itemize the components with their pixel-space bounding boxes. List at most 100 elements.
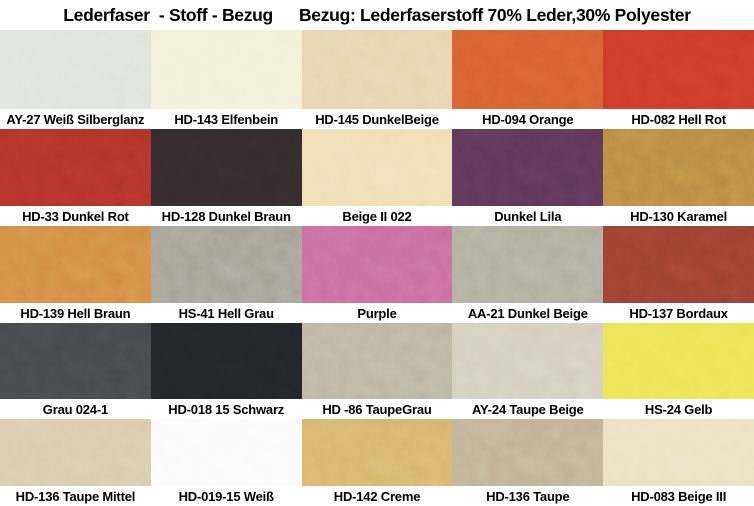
leather-texture	[150, 30, 302, 109]
leather-texture	[0, 323, 151, 399]
swatch-color-sample	[452, 419, 604, 486]
swatch-label: HS-24 Gelb	[603, 399, 754, 419]
leather-texture	[0, 129, 151, 206]
page-title: Lederfaser - Stoff - Bezug Bezug: Lederf…	[0, 0, 754, 30]
swatch-label: HD-018 15 Schwarz	[150, 399, 302, 419]
swatch-grid: AY-27 Weiß Silberglanz HD-143 Elfenbein HD…	[0, 30, 754, 506]
swatch-label: HD-128 Dunkel Braun	[150, 206, 302, 226]
swatch-cell: HD-137 Bordaux	[603, 226, 754, 323]
leather-texture	[603, 129, 754, 206]
leather-texture	[150, 323, 302, 399]
leather-texture	[150, 419, 302, 486]
swatch-cell: HD-018 15 Schwarz	[150, 323, 302, 419]
swatch-cell: AY-27 Weiß Silberglanz	[0, 30, 151, 129]
swatch-label: HD-33 Dunkel Rot	[0, 206, 151, 226]
swatch-color-sample	[452, 226, 604, 303]
swatch-color-sample	[452, 30, 604, 109]
swatch-color-sample	[0, 226, 151, 303]
swatch-cell: AY-24 Taupe Beige	[452, 323, 604, 419]
swatch-color-sample	[0, 323, 151, 399]
swatch-cell: HD-128 Dunkel Braun	[150, 129, 302, 226]
swatch-label: HD-143 Elfenbein	[150, 109, 302, 129]
leather-texture	[603, 30, 754, 109]
leather-texture	[150, 129, 302, 206]
swatch-cell: HD-094 Orange	[452, 30, 604, 129]
swatch-label: Beige II 022	[301, 206, 453, 226]
swatch-label: HS-41 Hell Grau	[150, 303, 302, 323]
leather-texture	[603, 419, 754, 486]
leather-texture	[301, 323, 453, 399]
swatch-label: HD-142 Creme	[301, 486, 453, 506]
page-title-right: Bezug: Lederfaserstoff 70% Leder,30% Pol…	[298, 4, 691, 25]
swatch-color-sample	[150, 323, 302, 399]
swatch-cell: HD-082 Hell Rot	[603, 30, 754, 129]
swatch-label: Dunkel Lila	[452, 206, 604, 226]
swatch-color-sample	[150, 129, 302, 206]
swatch-cell: HD-143 Elfenbein	[150, 30, 302, 129]
swatch-color-sample	[301, 226, 453, 303]
swatch-cell: Purple	[301, 226, 453, 323]
swatch-color-sample	[150, 30, 302, 109]
leather-texture	[452, 323, 604, 399]
swatch-label: Purple	[301, 303, 453, 323]
swatch-cell: HD-145 DunkelBeige	[301, 30, 453, 129]
swatch-color-sample	[301, 323, 453, 399]
leather-texture	[452, 129, 604, 206]
swatch-label: HD-082 Hell Rot	[603, 109, 754, 129]
swatch-cell: HD-139 Hell Braun	[0, 226, 151, 323]
swatch-color-sample	[0, 419, 151, 486]
swatch-label: HD -86 TaupeGrau	[301, 399, 453, 419]
swatch-cell: HD-142 Creme	[301, 419, 453, 506]
leather-texture	[452, 30, 604, 109]
swatch-label: HD-137 Bordaux	[603, 303, 754, 323]
leather-texture	[452, 226, 604, 303]
swatch-cell: HD-136 Taupe Mittel	[0, 419, 151, 506]
swatch-color-sample	[301, 129, 453, 206]
swatch-cell: HD-136 Taupe	[452, 419, 604, 506]
swatch-label: Grau 024-1	[0, 399, 151, 419]
swatch-cell: Grau 024-1	[0, 323, 151, 419]
swatch-label: HD-145 DunkelBeige	[301, 109, 453, 129]
swatch-color-sample	[452, 323, 604, 399]
swatch-color-sample	[150, 419, 302, 486]
leather-texture	[603, 323, 754, 399]
swatch-color-sample	[603, 30, 754, 109]
swatch-cell: HD-130 Karamel	[603, 129, 754, 226]
leather-texture	[603, 226, 754, 303]
swatch-label: HD-094 Orange	[452, 109, 604, 129]
leather-texture	[301, 419, 453, 486]
swatch-label: HD-136 Taupe Mittel	[0, 486, 151, 506]
page-title-left: Lederfaser - Stoff - Bezug	[63, 4, 273, 25]
swatch-label: HD-083 Beige III	[603, 486, 754, 506]
swatch-label: AA-21 Dunkel Beige	[452, 303, 604, 323]
swatch-color-sample	[603, 226, 754, 303]
swatch-color-sample	[301, 419, 453, 486]
swatch-color-sample	[150, 226, 302, 303]
swatch-cell: HD-083 Beige III	[603, 419, 754, 506]
swatch-color-sample	[0, 129, 151, 206]
swatch-color-sample	[603, 129, 754, 206]
swatch-cell: Beige II 022	[301, 129, 453, 226]
swatch-cell: HD-33 Dunkel Rot	[0, 129, 151, 226]
swatch-cell: Dunkel Lila	[452, 129, 604, 226]
swatch-cell: AA-21 Dunkel Beige	[452, 226, 604, 323]
leather-texture	[0, 30, 151, 109]
leather-texture	[301, 129, 453, 206]
leather-texture	[301, 226, 453, 303]
leather-texture	[0, 226, 151, 303]
leather-texture	[452, 419, 604, 486]
swatch-cell: HS-41 Hell Grau	[150, 226, 302, 323]
swatch-label: AY-24 Taupe Beige	[452, 399, 604, 419]
swatch-cell: HS-24 Gelb	[603, 323, 754, 419]
swatch-label: AY-27 Weiß Silberglanz	[0, 109, 151, 129]
swatch-label: HD-019-15 Weiß	[150, 486, 302, 506]
swatch-color-sample	[452, 129, 604, 206]
leather-texture	[150, 226, 302, 303]
swatch-color-sample	[0, 30, 151, 109]
swatch-label: HD-136 Taupe	[452, 486, 604, 506]
leather-texture	[0, 419, 151, 486]
swatch-color-sample	[603, 419, 754, 486]
swatch-cell: HD-019-15 Weiß	[150, 419, 302, 506]
swatch-label: HD-130 Karamel	[603, 206, 754, 226]
swatch-label: HD-139 Hell Braun	[0, 303, 151, 323]
